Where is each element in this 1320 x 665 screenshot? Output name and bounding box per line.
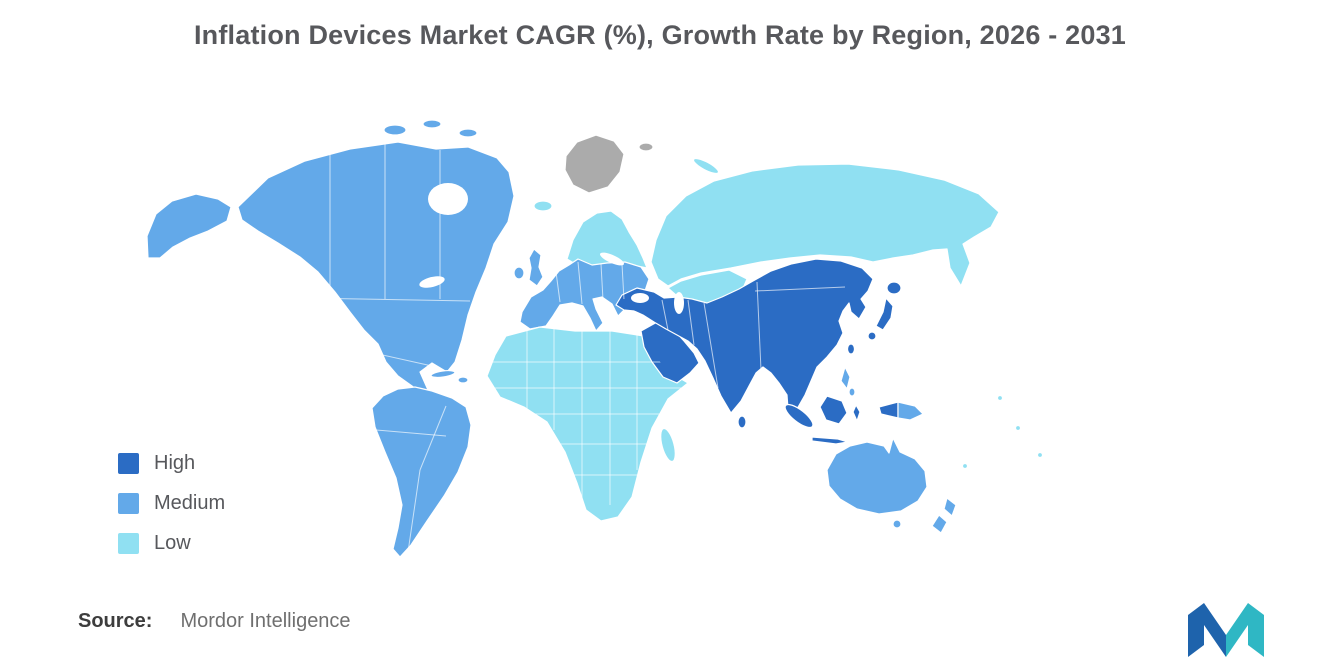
map-region-tasmania (892, 519, 902, 529)
map-region-sumatra (784, 403, 814, 429)
map-region-europe (519, 258, 650, 332)
map-region-novaya-zemlya (692, 157, 720, 175)
map-region-russia-cis (650, 163, 1000, 287)
legend-label-low: Low (154, 532, 191, 554)
map-region-taiwan (846, 343, 856, 355)
source-line: Source: Mordor Intelligence (78, 610, 351, 633)
legend-swatch-low (118, 533, 139, 554)
borders-asia (661, 281, 846, 389)
source-value: Mordor Intelligence (180, 610, 351, 632)
map-region-svalbard (638, 142, 654, 152)
map-region-south-america (371, 386, 472, 558)
map-region-philippines-south (848, 387, 856, 397)
chart-title: Inflation Devices Market CAGR (%), Growt… (193, 20, 1127, 50)
map-region-alaska (146, 193, 232, 259)
borders-europe (555, 261, 625, 305)
map-region-ireland (513, 266, 525, 280)
map-region-arctic-islands-2 (422, 119, 442, 129)
map-region-papua-new-guinea (897, 401, 924, 421)
borders-south-america (375, 405, 447, 553)
logo-right-stroke (1248, 603, 1264, 657)
map-region-madagascar (660, 427, 676, 463)
map-region-greenland (564, 134, 625, 194)
map-region-java (811, 436, 849, 445)
legend: High Medium Low (118, 452, 225, 555)
map-region-africa (486, 326, 689, 522)
legend-swatch-medium (118, 493, 139, 514)
map-region-cuba (430, 369, 456, 379)
caspian-sea (674, 292, 684, 314)
hudson-bay (428, 183, 468, 215)
legend-label-medium: Medium (154, 492, 226, 514)
map-region-north-america (237, 141, 515, 419)
logo-right-diagonal (1226, 603, 1248, 657)
map-region-pacific-1 (996, 394, 1004, 402)
map-region-hokkaido (886, 281, 902, 295)
map-region-pacific-4 (961, 462, 969, 470)
logo-left-stroke (1188, 603, 1204, 657)
legend-label-high: High (154, 452, 196, 474)
baltic-sea (600, 252, 624, 266)
black-sea (631, 293, 649, 303)
map-region-borneo (819, 395, 848, 425)
map-region-west-papua (878, 401, 899, 419)
map-region-kyushu (867, 331, 877, 341)
map-region-pacific-3 (1036, 451, 1044, 459)
mordor-intelligence-logo (1188, 603, 1264, 657)
map-region-arctic-islands-3 (458, 128, 478, 138)
map-region-sri-lanka (737, 415, 747, 429)
map-region-nz-south (931, 514, 948, 534)
map-region-australia (826, 437, 928, 515)
map-region-uk (528, 248, 544, 287)
map-region-iceland (533, 200, 553, 212)
great-lakes (419, 276, 445, 288)
legend-swatch-high (118, 453, 139, 474)
map-region-philippines (840, 366, 851, 390)
map-region-sulawesi (852, 404, 861, 422)
legend-item-high: High (118, 452, 225, 475)
legend-item-low: Low (118, 532, 225, 555)
map-region-honshu (875, 297, 894, 331)
legend-item-medium: Medium (118, 492, 225, 515)
map-region-hispaniola (457, 376, 469, 384)
map-region-pacific-2 (1014, 424, 1022, 432)
map-region-nz-north (943, 497, 957, 517)
logo-left-diagonal (1204, 603, 1226, 657)
map-region-arctic-islands-1 (383, 124, 407, 136)
source-label: Source: (78, 610, 153, 632)
